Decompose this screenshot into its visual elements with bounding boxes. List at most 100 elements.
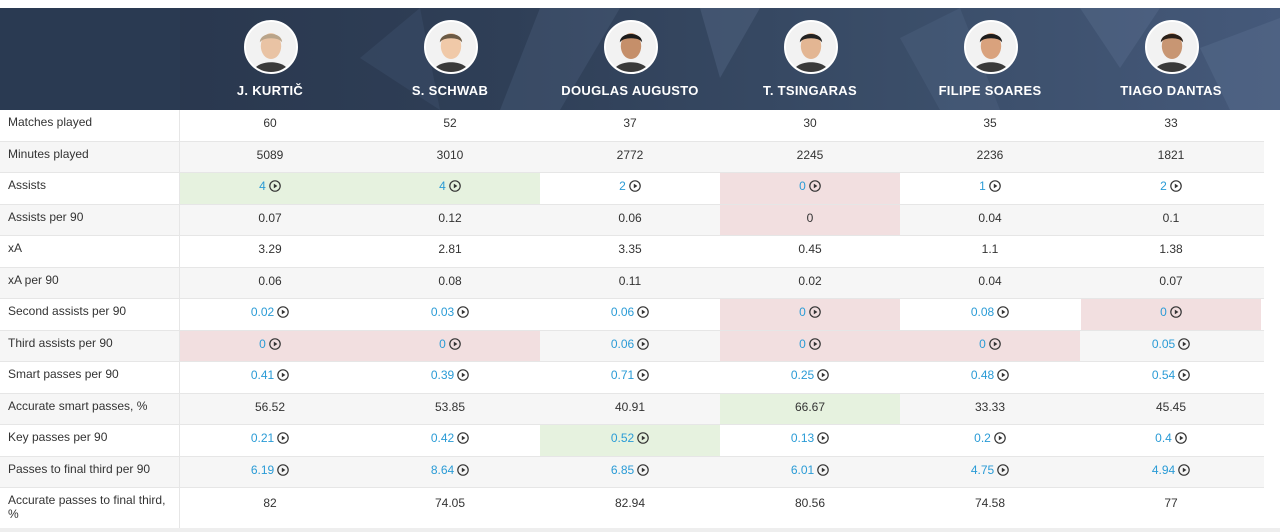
- stat-value[interactable]: 2: [619, 179, 626, 193]
- stat-cell[interactable]: 0: [360, 330, 540, 361]
- play-circle-icon[interactable]: [989, 337, 1001, 350]
- stat-cell[interactable]: 0: [1081, 299, 1261, 330]
- stat-cell[interactable]: 0.21: [180, 425, 360, 456]
- play-circle-icon[interactable]: [637, 432, 649, 444]
- stat-cell[interactable]: 0: [900, 330, 1080, 361]
- player-name[interactable]: S. SCHWAB: [411, 83, 489, 98]
- stat-value[interactable]: 0.21: [250, 431, 275, 445]
- stat-value[interactable]: 4.75: [970, 462, 995, 477]
- stat-cell[interactable]: 0.71: [540, 362, 720, 393]
- stat-value[interactable]: 0: [1160, 305, 1167, 319]
- stat-value[interactable]: 0.25: [790, 368, 815, 382]
- stat-cell[interactable]: 6.01: [720, 457, 900, 488]
- play-circle-icon[interactable]: [277, 369, 289, 381]
- play-circle-icon[interactable]: [997, 369, 1009, 381]
- play-circle-icon[interactable]: [637, 306, 649, 318]
- play-circle-icon[interactable]: [1170, 180, 1182, 192]
- play-circle-icon[interactable]: [809, 306, 821, 318]
- play-circle-icon[interactable]: [989, 180, 1001, 192]
- stat-cell[interactable]: 0.54: [1081, 362, 1261, 393]
- stat-cell[interactable]: 0.02: [180, 299, 360, 330]
- stat-value[interactable]: 4: [439, 179, 446, 193]
- play-circle-icon[interactable]: [997, 306, 1009, 318]
- stat-value[interactable]: 0.42: [430, 431, 455, 445]
- player-column-3[interactable]: DOUGLAS AUGUSTO: [540, 8, 720, 110]
- player-column-1[interactable]: J. KURTIČ: [180, 8, 360, 110]
- stat-cell[interactable]: 0.25: [720, 362, 900, 393]
- player-column-2[interactable]: S. SCHWAB: [360, 8, 540, 110]
- stat-value[interactable]: 0.4: [1155, 431, 1172, 445]
- stat-value[interactable]: 0: [799, 336, 806, 351]
- play-circle-icon[interactable]: [269, 337, 281, 350]
- play-circle-icon[interactable]: [809, 337, 821, 350]
- player-column-6[interactable]: TIAGO DANTAS: [1081, 8, 1261, 110]
- stat-cell[interactable]: 8.64: [360, 457, 540, 488]
- stat-cell[interactable]: 0.52: [540, 425, 720, 456]
- stat-value[interactable]: 0.13: [790, 431, 815, 445]
- play-circle-icon[interactable]: [269, 180, 281, 192]
- play-circle-icon[interactable]: [817, 463, 829, 476]
- stat-value[interactable]: 1: [979, 179, 986, 193]
- stat-cell[interactable]: 0.39: [360, 362, 540, 393]
- stat-cell[interactable]: 4.75: [900, 457, 1080, 488]
- stat-value[interactable]: 4: [259, 179, 266, 193]
- player-photo-icon[interactable]: [964, 20, 1018, 74]
- player-photo-icon[interactable]: [604, 20, 658, 74]
- stat-value[interactable]: 0.71: [610, 368, 635, 382]
- stat-value[interactable]: 0.52: [610, 431, 635, 445]
- stat-value[interactable]: 2: [1160, 179, 1167, 193]
- play-circle-icon[interactable]: [994, 432, 1006, 444]
- play-circle-icon[interactable]: [277, 306, 289, 318]
- stat-value[interactable]: 8.64: [430, 462, 455, 477]
- stat-cell[interactable]: 2: [1081, 173, 1261, 204]
- stat-value[interactable]: 0: [799, 179, 806, 193]
- player-name[interactable]: J. KURTIČ: [236, 83, 304, 98]
- play-circle-icon[interactable]: [457, 432, 469, 444]
- stat-value[interactable]: 0.41: [250, 368, 275, 382]
- stat-value[interactable]: 0.05: [1151, 336, 1176, 351]
- player-column-4[interactable]: T. TSINGARAS: [720, 8, 900, 110]
- stat-cell[interactable]: 6.85: [540, 457, 720, 488]
- play-circle-icon[interactable]: [449, 337, 461, 350]
- stat-cell[interactable]: 0: [720, 330, 900, 361]
- stat-cell[interactable]: 0.06: [540, 299, 720, 330]
- player-photo-icon[interactable]: [1145, 20, 1199, 74]
- player-name[interactable]: DOUGLAS AUGUSTO: [561, 83, 699, 98]
- stat-cell[interactable]: 0: [720, 173, 900, 204]
- play-circle-icon[interactable]: [277, 432, 289, 444]
- play-circle-icon[interactable]: [1178, 369, 1190, 381]
- stat-cell[interactable]: 0.08: [900, 299, 1080, 330]
- player-column-5[interactable]: FILIPE SOARES: [900, 8, 1080, 110]
- stat-value[interactable]: 0.2: [974, 431, 991, 445]
- stat-cell[interactable]: 4: [180, 173, 360, 204]
- play-circle-icon[interactable]: [809, 180, 821, 192]
- play-circle-icon[interactable]: [817, 432, 829, 444]
- stat-cell[interactable]: 0: [180, 330, 360, 361]
- stat-cell[interactable]: 4: [360, 173, 540, 204]
- play-circle-icon[interactable]: [817, 369, 829, 381]
- stat-cell[interactable]: 0.03: [360, 299, 540, 330]
- stat-value[interactable]: 6.01: [790, 462, 815, 477]
- stat-cell[interactable]: 2: [540, 173, 720, 204]
- stat-value[interactable]: 0: [439, 336, 446, 351]
- play-circle-icon[interactable]: [637, 369, 649, 381]
- stat-value[interactable]: 4.94: [1151, 462, 1176, 477]
- stat-value[interactable]: 6.19: [250, 462, 275, 477]
- stat-cell[interactable]: 0.48: [900, 362, 1080, 393]
- stat-cell[interactable]: 0.06: [540, 331, 720, 362]
- player-name[interactable]: FILIPE SOARES: [938, 83, 1042, 98]
- play-circle-icon[interactable]: [457, 463, 469, 476]
- play-circle-icon[interactable]: [637, 337, 649, 350]
- stat-cell[interactable]: 0.2: [900, 425, 1080, 456]
- play-circle-icon[interactable]: [277, 463, 289, 476]
- stat-value[interactable]: 0.39: [430, 368, 455, 382]
- stat-value[interactable]: 0.03: [430, 305, 455, 319]
- stat-value[interactable]: 6.85: [610, 462, 635, 477]
- stat-cell[interactable]: 0.05: [1081, 331, 1261, 362]
- player-photo-icon[interactable]: [244, 20, 298, 74]
- stat-value[interactable]: 0: [259, 336, 266, 351]
- play-circle-icon[interactable]: [629, 180, 641, 192]
- play-circle-icon[interactable]: [449, 180, 461, 192]
- stat-cell[interactable]: 0.13: [720, 425, 900, 456]
- play-circle-icon[interactable]: [637, 463, 649, 476]
